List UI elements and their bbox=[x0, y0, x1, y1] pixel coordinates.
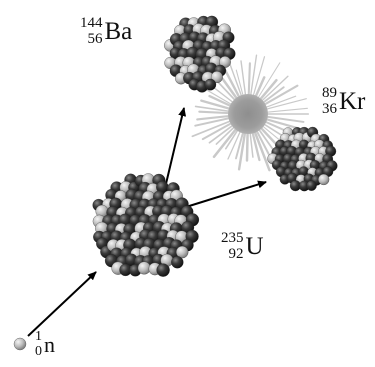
neutron-nucleon bbox=[171, 256, 184, 269]
krypton-label: 89 36 Kr bbox=[322, 85, 366, 118]
barium-mass-number: 144 bbox=[80, 15, 103, 31]
krypton-mass-number: 89 bbox=[322, 85, 337, 101]
neutron-symbol: n bbox=[44, 331, 55, 357]
uranium-mass-number: 235 bbox=[221, 230, 244, 246]
neutron-nucleon bbox=[204, 78, 217, 91]
neutron-label: 1 0 n bbox=[35, 329, 55, 359]
neutron-atomic-number: 0 bbox=[35, 343, 42, 359]
uranium-scripts: 235 92 bbox=[221, 230, 244, 263]
arrow-uranium-to-krypton bbox=[185, 180, 267, 208]
energy-burst bbox=[191, 54, 310, 172]
arrows bbox=[27, 107, 267, 337]
barium-symbol: Ba bbox=[104, 18, 133, 46]
proton-nucleon bbox=[210, 71, 223, 84]
neutron-mass-number: 1 bbox=[35, 329, 42, 344]
burst-core bbox=[228, 94, 268, 134]
krypton-nucleus bbox=[267, 126, 338, 192]
neutron-particle bbox=[13, 337, 27, 351]
barium-nucleus bbox=[164, 15, 236, 93]
uranium-label: 235 92 U bbox=[221, 230, 264, 263]
krypton-symbol: Kr bbox=[339, 88, 366, 116]
neutron-scripts: 1 0 bbox=[35, 329, 42, 359]
uranium-symbol: U bbox=[245, 233, 264, 261]
proton-nucleon bbox=[176, 245, 189, 259]
neutron-nucleon bbox=[156, 263, 170, 277]
proton-nucleon bbox=[318, 173, 330, 186]
uranium-nucleus bbox=[92, 173, 200, 277]
uranium-atomic-number: 92 bbox=[228, 245, 244, 262]
arrow-neutron-to-uranium bbox=[27, 271, 97, 337]
barium-scripts: 144 56 bbox=[80, 15, 103, 48]
krypton-atomic-number: 36 bbox=[322, 100, 337, 117]
arrow-uranium-to-barium bbox=[164, 107, 187, 189]
barium-label: 144 56 Ba bbox=[80, 15, 133, 48]
proton-nucleon bbox=[137, 261, 151, 275]
barium-atomic-number: 56 bbox=[87, 30, 103, 47]
neutron-nucleon bbox=[306, 180, 317, 191]
krypton-scripts: 89 36 bbox=[322, 85, 337, 118]
